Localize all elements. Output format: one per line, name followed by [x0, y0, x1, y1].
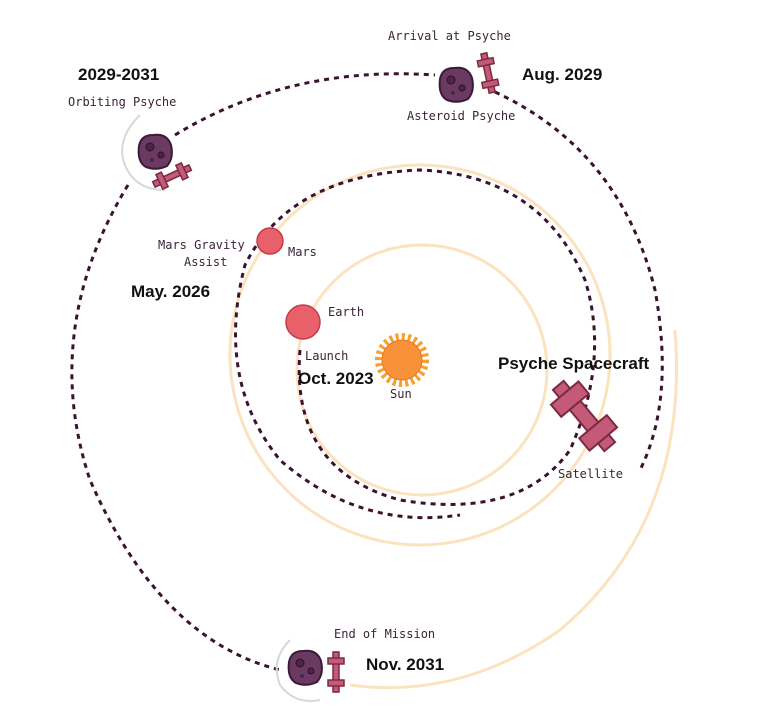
label: Arrival at Psyche — [388, 29, 511, 43]
spacecraft — [327, 651, 345, 693]
earth-orbit — [295, 243, 549, 497]
orbit-arrow — [121, 114, 166, 191]
label: Earth — [328, 305, 364, 319]
date: Aug. 2029 — [522, 65, 602, 84]
date: May. 2026 — [131, 282, 210, 301]
title: Psyche Spacecraft — [498, 354, 650, 373]
mars-orbit — [228, 163, 612, 547]
trajectory-top — [174, 72, 436, 137]
label: Assist — [184, 255, 227, 269]
date: Nov. 2031 — [366, 655, 444, 674]
trajectory-right — [494, 90, 664, 471]
label: Asteroid Psyche — [407, 109, 515, 123]
date: Oct. 2023 — [298, 369, 374, 388]
mars — [256, 227, 284, 255]
label: Orbiting Psyche — [68, 95, 176, 109]
asteroid — [137, 133, 173, 170]
earth — [285, 304, 321, 340]
label: Sun — [390, 387, 412, 401]
asteroid — [438, 66, 474, 103]
asteroid — [287, 649, 323, 686]
label: Satellite — [558, 467, 623, 481]
sun-rays — [375, 333, 429, 387]
orbit-arrow — [275, 639, 321, 702]
trajectory-inner — [234, 168, 597, 520]
date: 2029-2031 — [78, 65, 159, 84]
psyche-orbit — [349, 329, 679, 690]
label: Mars — [288, 245, 317, 259]
spacecraft — [475, 51, 501, 95]
label: Mars Gravity — [158, 238, 245, 252]
sun — [381, 339, 423, 381]
label: End of Mission — [334, 627, 435, 641]
spacecraft — [543, 372, 625, 460]
label: Launch — [305, 349, 348, 363]
